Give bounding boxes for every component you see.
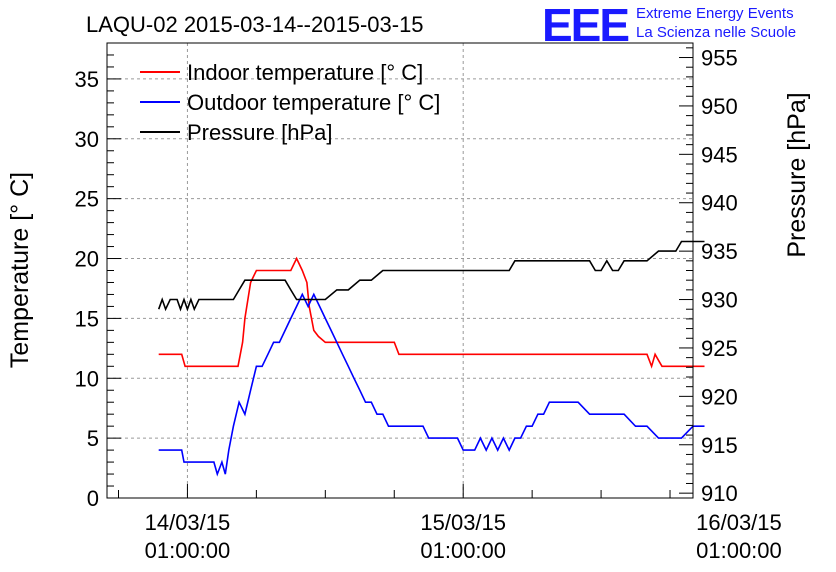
y-right-tick-label: 925 xyxy=(701,336,738,361)
y-left-tick-label: 30 xyxy=(75,127,99,152)
y-left-tick-label: 10 xyxy=(75,366,99,391)
legend-label: Pressure [hPa] xyxy=(187,120,333,145)
eee-logo: EEE Extreme Energy Events La Scienza nel… xyxy=(542,0,832,51)
x-tick-label-time: 01:00:00 xyxy=(420,538,506,563)
grid-layer xyxy=(107,43,693,498)
chart-title: LAQU-02 2015-03-14--2015-03-15 xyxy=(86,12,424,37)
legend: Indoor temperature [° C] Outdoor temperat… xyxy=(140,60,440,145)
y-left-tick-label: 15 xyxy=(75,306,99,331)
logo-line-2: La Scienza nelle Scuole xyxy=(636,24,797,41)
x-tick-label-date: 14/03/15 xyxy=(145,510,231,535)
series-line xyxy=(158,256,705,369)
series-line xyxy=(157,240,705,312)
x-tick-label-date: 15/03/15 xyxy=(420,510,506,535)
x-tick-label-date: 16/03/15 xyxy=(696,510,782,535)
y-axis-left-label: Temperature [° C] xyxy=(6,172,34,368)
eee-logo-mark: EEE xyxy=(542,0,630,51)
x-tick-label-time: 01:00:00 xyxy=(696,538,782,563)
y-left-tick-label: 35 xyxy=(75,67,99,92)
y-left-tick-label: 25 xyxy=(75,187,99,212)
logo-line-1: Extreme Energy Events xyxy=(636,5,794,22)
legend-label: Indoor temperature [° C] xyxy=(187,60,423,85)
y-left-tick-label: 5 xyxy=(87,426,99,451)
x-tick-label-time: 01:00:00 xyxy=(145,538,231,563)
y-right-tick-label: 930 xyxy=(701,288,738,313)
legend-label: Outdoor temperature [° C] xyxy=(187,90,440,115)
y-right-tick-label: 940 xyxy=(701,191,738,216)
y-right-tick-label: 910 xyxy=(701,481,738,506)
y-left-tick-label: 0 xyxy=(87,486,99,511)
y-right-tick-label: 935 xyxy=(701,239,738,264)
y-right-tick-label: 915 xyxy=(701,433,738,458)
y-right-tick-label: 945 xyxy=(701,142,738,167)
y-left-tick-label: 20 xyxy=(75,247,99,272)
series-layer xyxy=(157,240,705,477)
y-axis-right-label: Pressure [hPa] xyxy=(783,92,811,257)
y-right-tick-label: 955 xyxy=(701,46,738,71)
axes-layer: 0 5 10 15 20 25 30 35 910 915 920 925 930 935 940 945 95… xyxy=(75,42,782,563)
y-right-tick-label: 920 xyxy=(701,384,738,409)
series-line xyxy=(158,292,705,477)
y-right-tick-label: 950 xyxy=(701,94,738,119)
